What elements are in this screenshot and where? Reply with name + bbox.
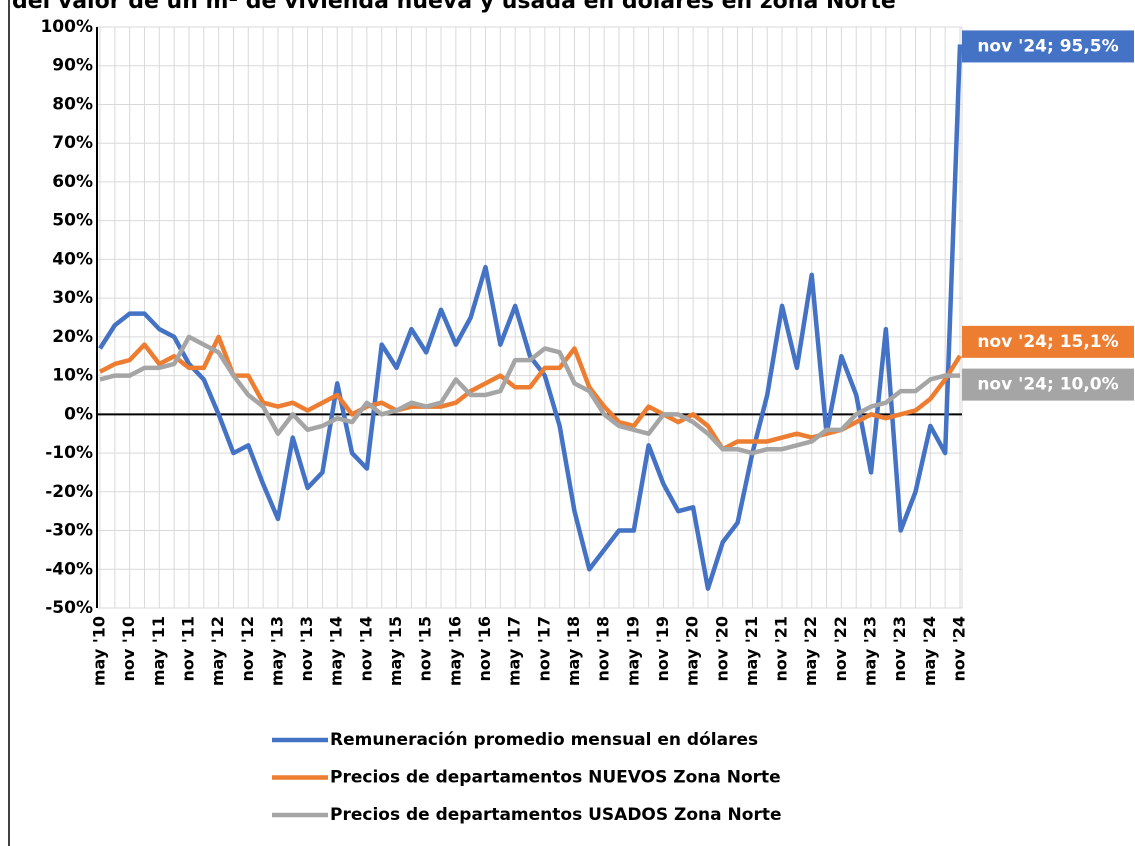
x-tick-label: may '11	[149, 616, 168, 686]
y-tick-label: -10%	[45, 443, 93, 463]
x-tick-label: nov '16	[475, 616, 494, 682]
x-tick-label: may '14	[327, 616, 346, 686]
y-tick-label: -20%	[45, 482, 93, 502]
y-tick-label: 60%	[52, 172, 93, 192]
x-tick-label: nov '22	[831, 616, 850, 682]
legend-label: Precios de departamentos NUEVOS Zona Nor…	[330, 768, 781, 788]
x-tick-label: nov '20	[712, 616, 731, 682]
x-tick-label: nov '12	[238, 616, 257, 682]
chart-title: del valor de un m² de vivienda nueva y u…	[12, 0, 896, 14]
x-tick-label: may '15	[386, 616, 405, 686]
x-tick-label: may '20	[683, 616, 702, 686]
y-tick-label: -40%	[45, 559, 93, 579]
y-tick-label: -50%	[45, 598, 93, 618]
x-tick-label: nov '15	[416, 616, 435, 682]
series-line	[98, 44, 963, 591]
x-tick-label: nov '19	[653, 616, 672, 682]
x-tick-label: may '10	[90, 616, 109, 686]
series-line	[99, 334, 960, 456]
y-tick-label: -30%	[45, 521, 93, 541]
y-tick-label: 10%	[52, 366, 93, 386]
x-tick-label: may '13	[267, 616, 286, 686]
x-tick-label: nov '13	[297, 616, 316, 682]
end-label-box	[962, 30, 1134, 63]
y-tick-label: 20%	[52, 327, 93, 347]
y-tick-label: 90%	[52, 56, 93, 76]
x-tick-label: nov '14	[356, 616, 375, 682]
x-tick-label: nov '24	[950, 616, 969, 682]
x-tick-label: nov '23	[890, 616, 909, 682]
x-tick-label: may '24	[920, 616, 939, 686]
end-label: nov '24; 95,5%	[977, 36, 1118, 56]
x-tick-label: nov '18	[594, 616, 613, 682]
y-tick-label: 50%	[52, 211, 93, 231]
y-tick-label: 30%	[52, 288, 93, 308]
y-tick-label: 0%	[64, 404, 93, 424]
end-label: nov '24; 15,1%	[977, 332, 1118, 352]
x-tick-label: may '16	[445, 616, 464, 686]
x-tick-label: nov '10	[119, 616, 138, 682]
x-tick-label: may '17	[505, 616, 524, 686]
y-tick-label: 70%	[52, 133, 93, 153]
x-tick-label: nov '17	[534, 616, 553, 682]
x-tick-label: nov '21	[772, 616, 791, 682]
legend-label: Precios de departamentos USADOS Zona Nor…	[330, 805, 782, 825]
x-tick-label: may '22	[801, 616, 820, 686]
x-tick-label: nov '11	[178, 616, 197, 682]
x-tick-label: may '23	[861, 616, 880, 686]
x-tick-label: may '19	[623, 616, 642, 686]
end-label-box	[962, 325, 1134, 358]
legend-label: Remuneración promedio mensual en dólares	[330, 730, 758, 750]
y-tick-label: 100%	[40, 17, 93, 37]
x-tick-label: may '12	[208, 616, 227, 686]
y-tick-label: 40%	[52, 249, 93, 269]
x-tick-label: may '18	[564, 616, 583, 686]
x-tick-label: may '21	[742, 616, 761, 686]
end-label: nov '24; 10,0%	[977, 375, 1118, 395]
end-label-box	[962, 368, 1134, 401]
y-tick-label: 80%	[52, 94, 93, 114]
